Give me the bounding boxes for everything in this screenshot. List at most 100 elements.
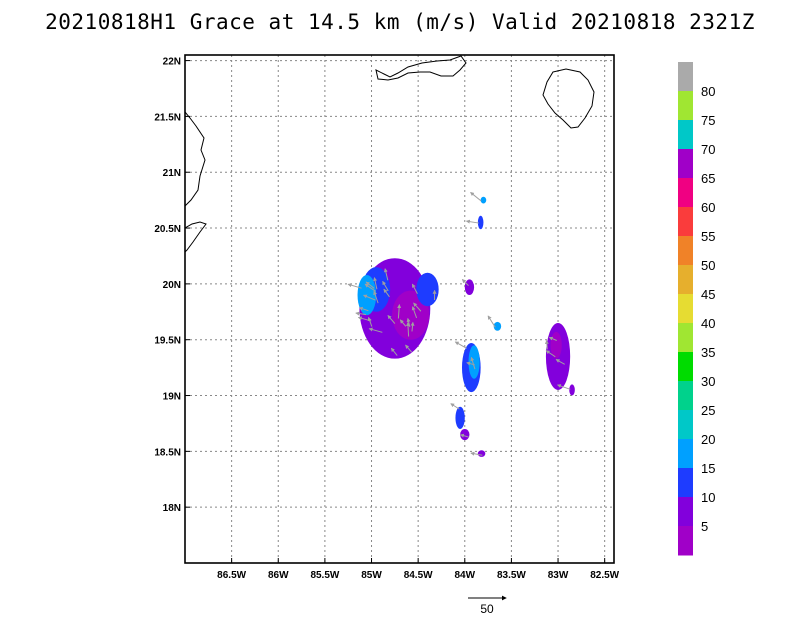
y-tick-label: 21.5N [154,112,181,123]
x-tick-label: 83W [548,570,569,581]
wind-vector [545,350,556,358]
y-tick-label: 22N [163,57,181,68]
colorbar: 5 10 15 20 25 30 35 40 45 50 55 60 65 70 75 80 [678,62,715,556]
plot-frame [184,54,615,564]
wind-vector [397,304,402,319]
echo-region [455,406,465,430]
wind-vector [410,321,415,332]
wind-vector [406,322,411,337]
wind-vector [454,341,467,349]
colorbar-label: 65 [701,171,715,186]
colorbar-label: 20 [701,432,715,447]
y-tick-label: 18N [163,503,181,514]
wind-vector [487,315,496,328]
wind-vector [411,283,418,294]
colorbar-swatch [678,91,693,121]
colorbar-swatch [678,410,693,440]
x-tick-label: 83.5W [497,570,526,581]
colorbar-label: 55 [701,229,715,244]
wind-vector [548,336,557,341]
x-tick-label: 86.5W [217,570,246,581]
colorbar-swatch [678,207,693,237]
wind-vector [399,319,407,327]
colorbar-label: 15 [701,461,715,476]
colorbar-swatch [678,62,693,92]
echo-region [480,196,487,204]
colorbar-swatch [678,236,693,266]
echo-region [477,450,486,457]
wind-vector [470,451,483,456]
x-tick-label: 82.5W [590,570,619,581]
wind-vector [367,316,373,327]
coastline-cuba [375,55,467,81]
y-tick-label: 20.5N [154,224,181,235]
x-tick-label: 84W [455,570,476,581]
wind-vector [363,294,376,301]
y-tick-label: 20N [163,280,181,291]
x-tick-label: 85W [361,570,382,581]
wind-vectors [347,192,571,456]
wind-vector [368,327,383,333]
x-tick-label: 84.5W [404,570,433,581]
colorbar-label: 50 [701,258,715,273]
y-tick-label: 19.5N [154,336,181,347]
y-tick-label: 21N [163,168,181,179]
colorbar-label: 75 [701,113,715,128]
colorbar-swatch [678,497,693,527]
colorbar-swatch [678,468,693,498]
colorbar-label: 25 [701,403,715,418]
echo-region [357,274,377,316]
wind-vector [383,268,389,281]
coastline [185,55,595,253]
wind-vector [413,302,422,312]
coastline-yucatan [185,111,206,207]
wind-vector [544,339,549,350]
wind-vector [347,283,362,289]
colorbar-swatch [678,294,693,324]
echo-region [464,279,475,296]
colorbar-label: 60 [701,200,715,215]
colorbar-swatch [678,381,693,411]
wind-vector [405,344,413,353]
wind-vector [355,311,366,316]
wind-vector [358,306,369,312]
wind-vector [470,356,476,370]
colorbar-label: 30 [701,374,715,389]
wind-vector [411,306,418,319]
colorbar-swatch [678,352,693,382]
radar-echoes [357,196,575,457]
wind-vector [555,359,565,365]
echo-region [392,290,430,340]
wind-vector [450,403,460,410]
map-axes: 86.5W 86W 85.5W 85W 84.5W 84W 83.5W 83W 82.5W 22N… [154,57,619,581]
coastline-cozumel [185,221,207,253]
y-tick-label: 18.5N [154,447,181,458]
reference-vector: 50 [468,595,507,616]
map-grid [185,55,614,563]
colorbar-swatch [678,149,693,179]
coastline-isla-juventud [542,68,595,129]
echo-region [493,321,502,331]
wind-vector [465,219,479,224]
wind-vector [365,281,375,289]
wind-vector [556,384,571,390]
wind-vector [383,288,390,298]
wind-vector [459,433,469,438]
wind-vector [382,280,389,292]
colorbar-swatch [678,265,693,295]
wind-vector [373,276,378,290]
echo-region [477,215,484,230]
colorbar-label: 80 [701,84,715,99]
wind-vector [373,290,379,304]
colorbar-label: 40 [701,316,715,331]
colorbar-swatch [678,526,693,556]
colorbar-label: 45 [701,287,715,302]
colorbar-swatch [678,323,693,353]
wind-vector [461,279,469,286]
wind-vector [470,192,482,202]
colorbar-label: 10 [701,490,715,505]
colorbar-swatch [678,439,693,469]
wind-vector [466,361,475,366]
y-tick-label: 19N [163,392,181,403]
